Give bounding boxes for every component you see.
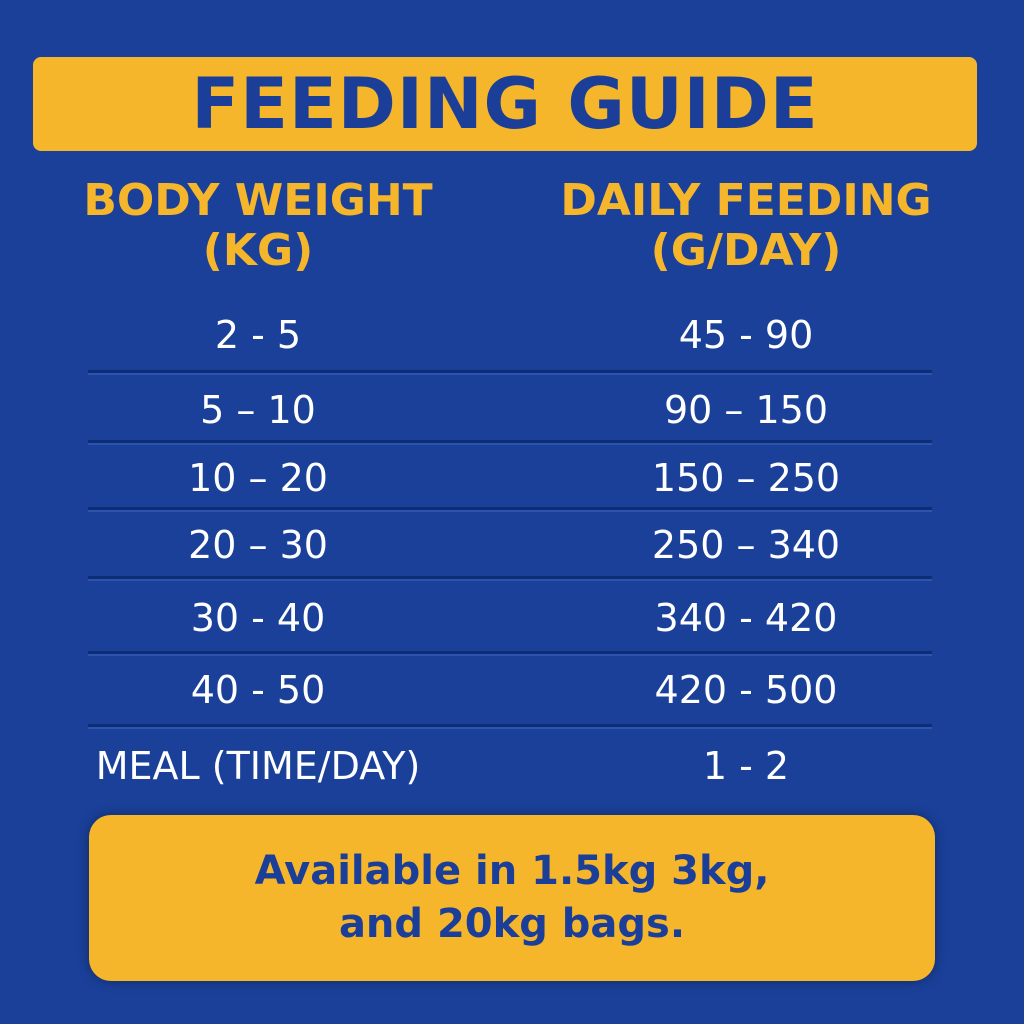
- availability-line: Available in 1.5kg 3kg,: [254, 848, 770, 894]
- header-line: DAILY FEEDING: [560, 175, 932, 226]
- cell-feeding: 150 – 250: [651, 456, 841, 500]
- title-banner: FEEDING GUIDE: [33, 57, 977, 151]
- header-body-weight: BODY WEIGHT (KG): [48, 176, 468, 276]
- header-line: BODY WEIGHT: [83, 175, 433, 226]
- header-unit: (KG): [202, 225, 314, 276]
- row-divider: [88, 440, 932, 445]
- cell-weight: 40 - 50: [190, 668, 326, 712]
- cell-feeding: 45 - 90: [678, 313, 814, 357]
- page-title: FEEDING GUIDE: [191, 63, 819, 145]
- header-daily-feeding: DAILY FEEDING (G/DAY): [536, 176, 956, 276]
- cell-feeding: 250 – 340: [651, 523, 841, 567]
- cell-weight: 10 – 20: [188, 456, 328, 500]
- row-divider: [88, 651, 932, 656]
- row-divider: [88, 507, 932, 512]
- cell-weight: 30 - 40: [190, 596, 326, 640]
- cell-weight: 2 - 5: [214, 313, 302, 357]
- availability-line: and 20kg bags.: [338, 901, 686, 947]
- row-divider: [88, 576, 932, 581]
- cell-weight: 20 – 30: [188, 523, 328, 567]
- availability-box: Available in 1.5kg 3kg, and 20kg bags.: [89, 815, 935, 981]
- cell-feeding: 420 - 500: [654, 668, 838, 712]
- cell-weight: MEAL (TIME/DAY): [95, 744, 421, 788]
- cell-feeding: 1 - 2: [702, 744, 790, 788]
- cell-weight: 5 – 10: [200, 388, 316, 432]
- row-divider: [88, 370, 932, 375]
- row-divider: [88, 724, 932, 729]
- header-unit: (G/DAY): [650, 225, 842, 276]
- cell-feeding: 90 – 150: [663, 388, 829, 432]
- cell-feeding: 340 - 420: [654, 596, 838, 640]
